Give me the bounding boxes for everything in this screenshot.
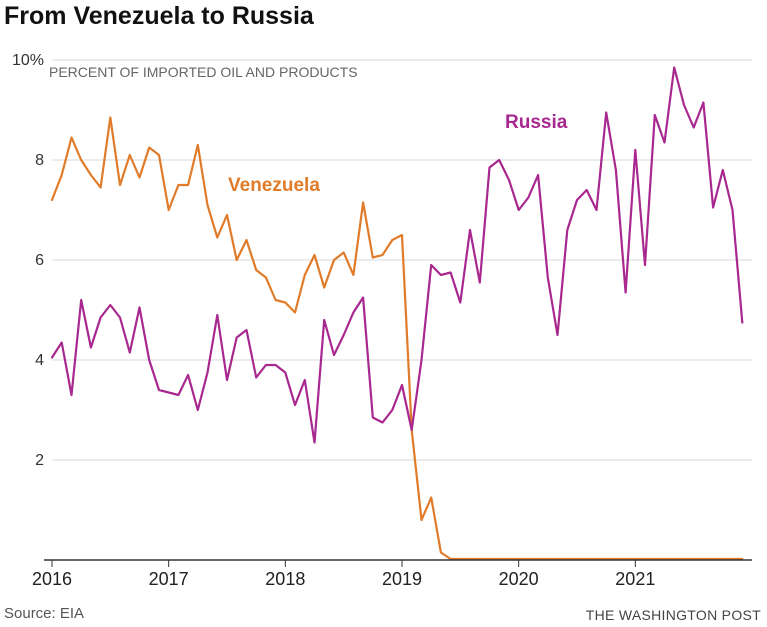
gridlines [52,59,752,461]
x-tick-label: 2017 [149,569,189,589]
x-tick-label: 2016 [32,569,72,589]
y-tick-label: 10% [12,52,44,69]
series-lines [50,66,744,561]
x-tick-label: 2018 [265,569,305,589]
y-tick-label: 4 [35,352,44,369]
y-axis-label: PERCENT OF IMPORTED OIL AND PRODUCTS [49,64,358,80]
x-tick-label: 2020 [499,569,539,589]
publisher-credit: THE WASHINGTON POST [585,607,761,623]
x-tick-label: 2019 [382,569,422,589]
series-line-russia [50,66,744,444]
x-tick-label: 2021 [615,569,655,589]
y-tick-label: 6 [35,252,44,269]
y-tick-label: 8 [35,152,44,169]
source-note: Source: EIA [4,605,85,622]
series-labels: Venezuela Russia [228,112,568,196]
y-tick-label: 2 [35,452,44,469]
chart-title: From Venezuela to Russia [4,2,314,30]
series-label-venezuela: Venezuela [228,175,320,196]
series-label-russia: Russia [505,112,568,133]
y-tick-labels: 2 4 6 8 10% [12,52,44,469]
series-line-venezuela [50,116,744,561]
x-axis: 2016 2017 2018 2019 2020 2021 [32,559,752,589]
